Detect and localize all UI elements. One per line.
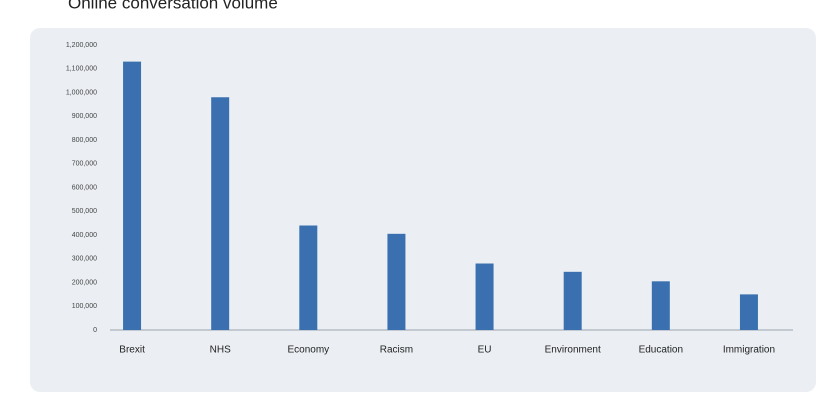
y-tick-label: 0 [93, 327, 97, 334]
y-tick-label: 1,100,000 [66, 66, 97, 73]
chart-title: Online conversation volume [68, 0, 278, 12]
y-tick-label: 600,000 [72, 184, 97, 191]
bar [299, 225, 318, 330]
bar [739, 294, 758, 330]
y-tick-label: 300,000 [72, 256, 97, 263]
panel [30, 28, 816, 392]
x-tick-label: NHS [210, 345, 231, 356]
bar [651, 281, 670, 330]
y-tick-label: 900,000 [72, 113, 97, 120]
y-tick-label: 1,000,000 [66, 89, 97, 96]
bar [211, 97, 230, 330]
x-tick-label: Economy [287, 345, 329, 356]
bar [387, 233, 406, 330]
x-tick-label: Brexit [119, 345, 145, 356]
y-tick-label: 500,000 [72, 208, 97, 215]
bar [475, 263, 494, 330]
y-tick-label: 800,000 [72, 137, 97, 144]
x-tick-label: EU [478, 345, 492, 356]
y-tick-label: 400,000 [72, 232, 97, 239]
x-tick-label: Environment [545, 345, 601, 356]
x-tick-label: Education [639, 345, 683, 356]
y-tick-label: 100,000 [72, 303, 97, 310]
x-tick-label: Immigration [723, 345, 775, 356]
x-tick-label: Racism [380, 345, 413, 356]
bar [123, 61, 142, 330]
y-tick-label: 700,000 [72, 161, 97, 168]
bar [563, 271, 582, 330]
y-tick-label: 200,000 [72, 279, 97, 286]
y-tick-label: 1,200,000 [66, 42, 97, 49]
